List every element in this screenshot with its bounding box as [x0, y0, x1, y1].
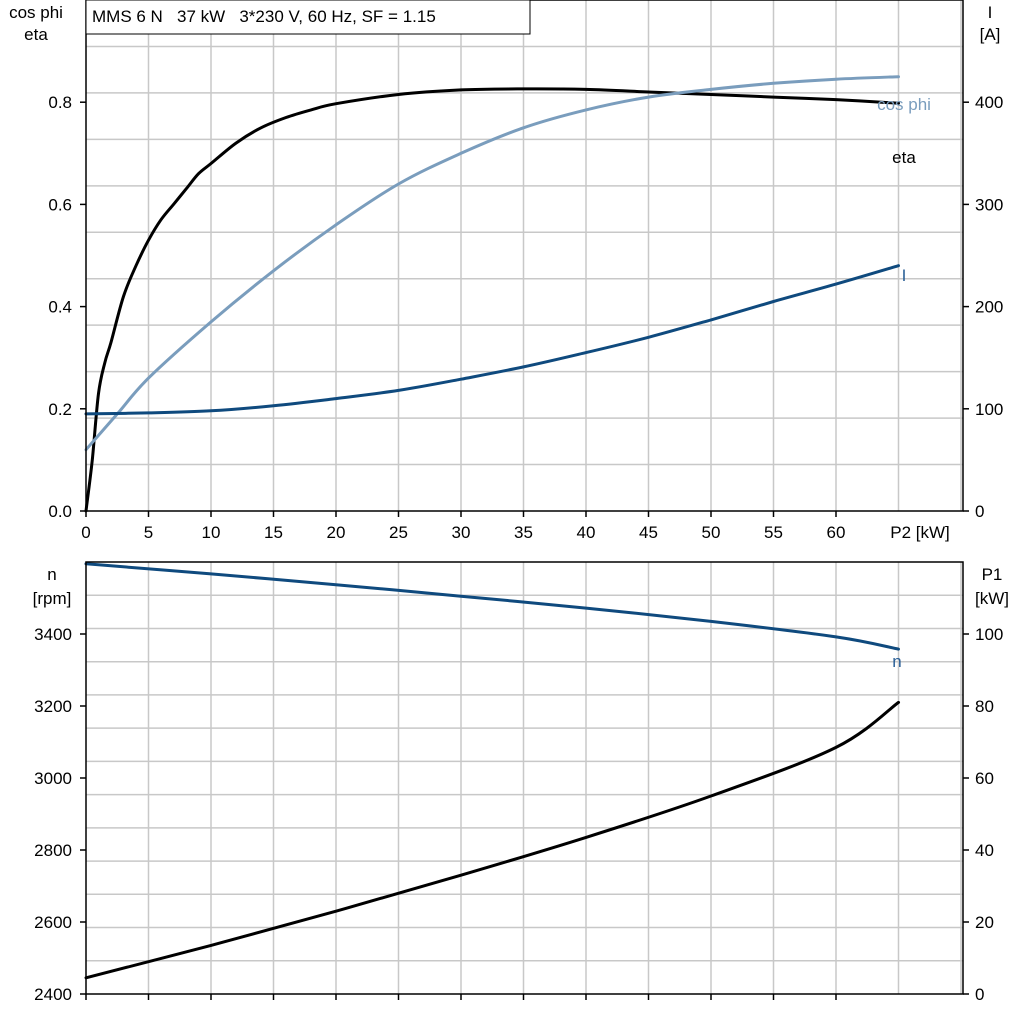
header-title: MMS 6 N 37 kW 3*230 V, 60 Hz, SF = 1.15 — [92, 7, 436, 26]
bottom-right-tick-label: 60 — [975, 769, 994, 788]
bottom-right-tick-label: 80 — [975, 697, 994, 716]
top-right-axis-label-i: I — [988, 3, 993, 22]
top-right-tick-label: 200 — [975, 298, 1003, 317]
bottom-right-tick-label: 100 — [975, 625, 1003, 644]
x-tick-label: 5 — [144, 523, 153, 542]
x-tick-label: 40 — [577, 523, 596, 542]
bottom-left-tick-label: 3400 — [34, 625, 72, 644]
x-tick-label: 20 — [327, 523, 346, 542]
x-tick-label: 10 — [202, 523, 221, 542]
x-tick-label: 35 — [514, 523, 533, 542]
bottom-left-tick-label: 2400 — [34, 985, 72, 1004]
bottom-plot-frame — [85, 561, 964, 995]
bottom-right-tick-label: 40 — [975, 841, 994, 860]
x-tick-label: 60 — [827, 523, 846, 542]
speed-curve — [84, 562, 900, 651]
x-tick-label: 30 — [452, 523, 471, 542]
top-left-axis-label-cosphi: cos phi — [9, 3, 63, 22]
bottom-chart-grid — [86, 562, 963, 994]
bottom-left-tick-label: 2600 — [34, 913, 72, 932]
series-label-cos-phi: cos phi — [877, 95, 931, 114]
current-curve — [84, 264, 900, 416]
series-label-eta: eta — [892, 148, 916, 167]
input-power-curve — [84, 700, 900, 980]
bottom-left-axis-label-rpm: [rpm] — [33, 589, 72, 608]
bottom-right-tick-label: 20 — [975, 913, 994, 932]
series-label-i: I — [902, 266, 907, 285]
header-box — [85, 0, 531, 35]
eta-curve — [84, 87, 900, 513]
bottom-chart-tick-labels: 2400 2600 2800 3000 3200 3400 0 20 40 60 80 100 — [34, 625, 1003, 1004]
x-tick-label: 55 — [764, 523, 783, 542]
top-right-axis-label-amps: [A] — [980, 25, 1001, 44]
bottom-chart-series — [84, 562, 900, 980]
cos-phi-curve — [84, 75, 900, 452]
series-label-n: n — [892, 652, 901, 671]
x-tick-label: 50 — [702, 523, 721, 542]
bottom-left-tick-label: 3000 — [34, 769, 72, 788]
top-left-tick-label: 0.2 — [48, 400, 72, 419]
top-left-tick-label: 0.0 — [48, 502, 72, 521]
top-right-tick-label: 100 — [975, 400, 1003, 419]
top-left-tick-label: 0.8 — [48, 93, 72, 112]
top-right-tick-label: 0 — [975, 502, 984, 521]
bottom-right-axis-label-p1: P1 — [982, 565, 1003, 584]
bottom-left-axis-label-n: n — [47, 565, 56, 584]
x-tick-label: 15 — [264, 523, 283, 542]
top-chart-tick-labels: 0.0 0.2 0.4 0.6 0.8 0 100 200 300 400 0 5 10 15 20 25 30… — [48, 93, 1003, 542]
bottom-right-axis-label-kw: [kW] — [975, 589, 1009, 608]
top-left-tick-label: 0.6 — [48, 195, 72, 214]
top-chart-grid — [86, 0, 963, 511]
top-right-tick-label: 300 — [975, 195, 1003, 214]
top-left-tick-label: 0.4 — [48, 298, 72, 317]
bottom-right-tick-label: 0 — [975, 985, 984, 1004]
x-tick-label: 0 — [81, 523, 90, 542]
bottom-left-tick-label: 3200 — [34, 697, 72, 716]
x-tick-label: 45 — [639, 523, 658, 542]
bottom-left-tick-label: 2800 — [34, 841, 72, 860]
top-plot-frame — [85, 0, 964, 512]
x-axis-label: P2 [kW] — [890, 523, 950, 542]
x-tick-label: 25 — [389, 523, 408, 542]
top-chart-series — [84, 75, 900, 513]
top-left-axis-label-eta: eta — [24, 25, 48, 44]
top-right-tick-label: 400 — [975, 93, 1003, 112]
